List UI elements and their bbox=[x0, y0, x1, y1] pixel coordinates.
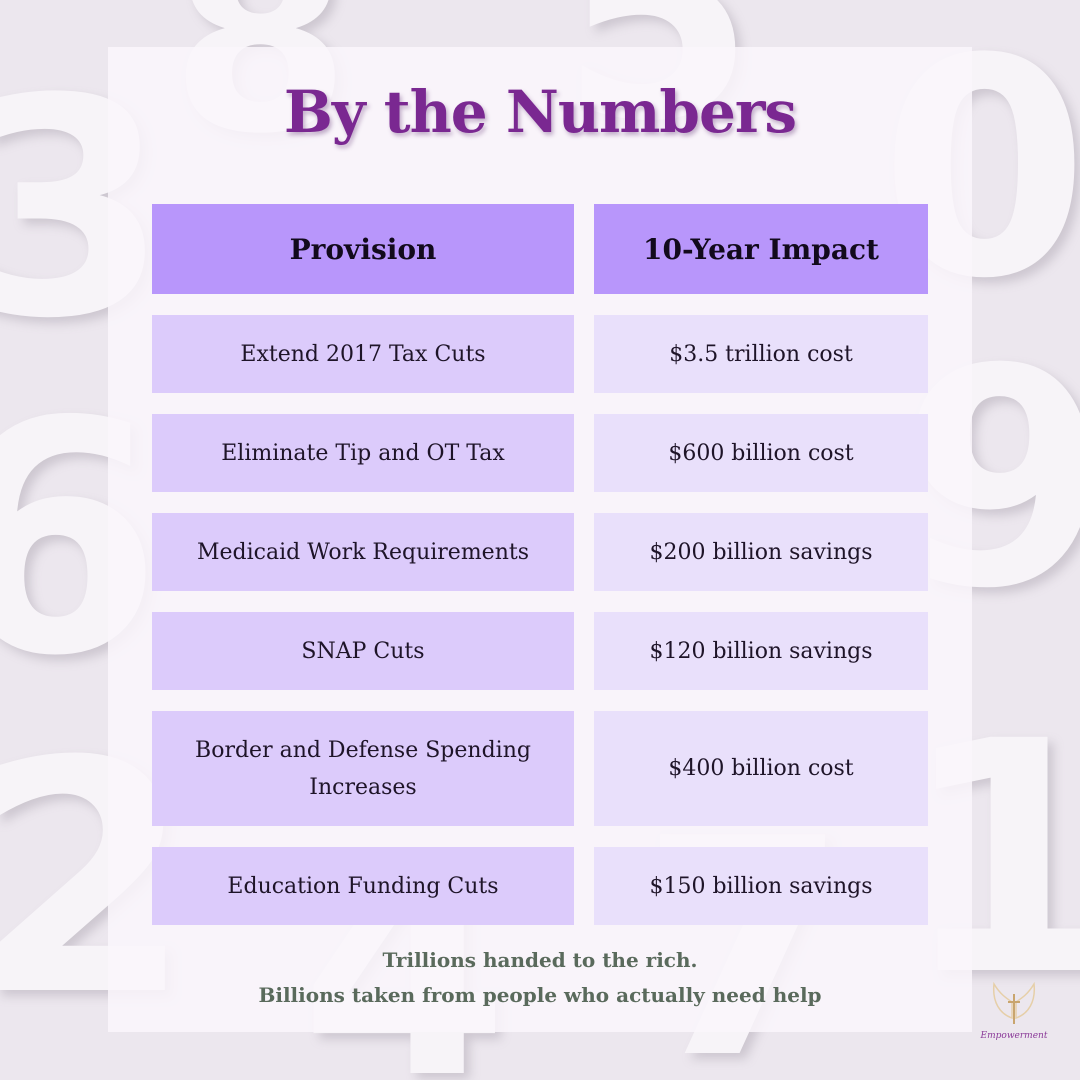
logo-text: Empowerment bbox=[980, 1031, 1048, 1041]
impact-cell: $150 billion savings bbox=[594, 847, 928, 925]
provision-cell: Education Funding Cuts bbox=[152, 847, 574, 925]
footer-caption: Trillions handed to the rich. Billions t… bbox=[0, 943, 1080, 1013]
provision-cell: Border and Defense Spending Increases bbox=[152, 711, 574, 826]
header-provision: Provision bbox=[152, 204, 574, 294]
impact-cell: $600 billion cost bbox=[594, 414, 928, 492]
provision-cell: Eliminate Tip and OT Tax bbox=[152, 414, 574, 492]
provision-cell: SNAP Cuts bbox=[152, 612, 574, 690]
impact-cell: $3.5 trillion cost bbox=[594, 315, 928, 393]
impact-cell: $400 billion cost bbox=[594, 711, 928, 826]
impact-cell: $120 billion savings bbox=[594, 612, 928, 690]
angel-wings-cross-icon: Empowerment bbox=[980, 981, 1048, 1041]
provision-cell: Medicaid Work Requirements bbox=[152, 513, 574, 591]
header-impact: 10-Year Impact bbox=[594, 204, 928, 294]
footer-line-2: Billions taken from people who actually … bbox=[258, 983, 822, 1007]
footer-line-1: Trillions handed to the rich. bbox=[382, 948, 698, 972]
brand-logo: Empowerment bbox=[978, 980, 1050, 1052]
provision-cell: Extend 2017 Tax Cuts bbox=[152, 315, 574, 393]
impact-cell: $200 billion savings bbox=[594, 513, 928, 591]
page-title: By the Numbers bbox=[283, 78, 797, 146]
